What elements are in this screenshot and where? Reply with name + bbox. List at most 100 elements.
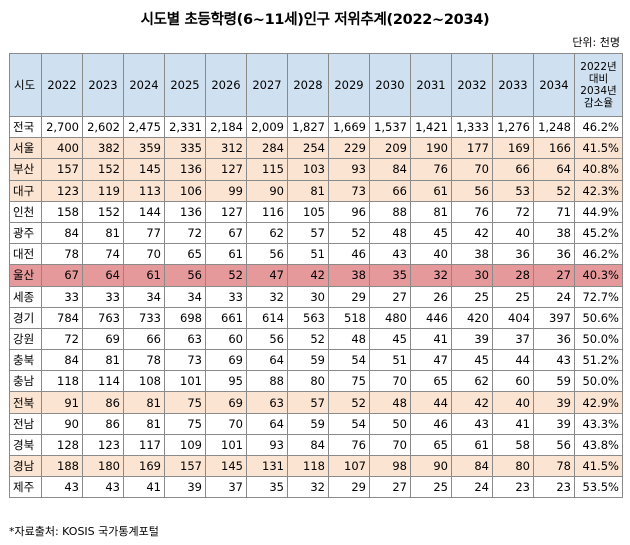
- value-cell: 284: [246, 137, 288, 160]
- value-cell: 81: [123, 391, 165, 414]
- value-cell: 77: [123, 221, 165, 245]
- value-cell: 36: [492, 243, 534, 266]
- value-cell: 76: [410, 158, 452, 181]
- value-cell: 166: [533, 137, 575, 160]
- value-cell: 65: [410, 433, 452, 457]
- value-cell: 69: [205, 349, 247, 372]
- region-cell: 충남: [9, 370, 42, 393]
- value-cell: 152: [82, 158, 124, 181]
- value-cell: 30: [287, 285, 329, 308]
- table-row: 강원 72 69 66 63 60 56 52 48 45 41 39 37 36 50.0%: [9, 327, 623, 351]
- value-cell: 1,276: [492, 115, 534, 139]
- value-cell: 1,669: [328, 115, 370, 139]
- value-cell: 26: [410, 285, 452, 308]
- value-cell: 81: [123, 412, 165, 435]
- value-cell: 59: [287, 412, 329, 435]
- rate-cell: 41.5%: [574, 454, 623, 478]
- header-decrease-line: 대비: [588, 73, 609, 85]
- value-cell: 115: [246, 158, 288, 181]
- table-header-row: 시도 2022 2023 2024 2025 2026 2027 2028 20…: [9, 53, 623, 117]
- rate-cell: 40.8%: [574, 158, 623, 181]
- value-cell: 91: [41, 391, 83, 414]
- rate-cell: 45.2%: [574, 221, 623, 245]
- value-cell: 42: [451, 221, 493, 245]
- value-cell: 39: [451, 327, 493, 351]
- value-cell: 75: [328, 370, 370, 393]
- value-cell: 73: [328, 179, 370, 202]
- value-cell: 76: [451, 200, 493, 223]
- table-row: 전국 2,700 2,602 2,475 2,331 2,184 2,009 1,827 1,6…: [9, 115, 623, 139]
- region-cell: 충북: [9, 349, 42, 372]
- value-cell: 84: [287, 433, 329, 457]
- value-cell: 50: [369, 412, 411, 435]
- value-cell: 61: [205, 243, 247, 266]
- value-cell: 27: [369, 476, 411, 499]
- region-cell: 인천: [9, 200, 42, 223]
- value-cell: 37: [492, 327, 534, 351]
- value-cell: 33: [41, 285, 83, 308]
- value-cell: 27: [369, 285, 411, 308]
- rate-cell: 53.5%: [574, 476, 623, 499]
- table-row: 광주 84 81 77 72 67 62 57 52 48 45 42 40 38 45.2%: [9, 221, 623, 245]
- value-cell: 127: [205, 200, 247, 223]
- value-cell: 57: [287, 221, 329, 245]
- region-cell: 제주: [9, 476, 42, 499]
- rate-cell: 46.2%: [574, 115, 623, 139]
- value-cell: 43: [533, 349, 575, 372]
- value-cell: 37: [205, 476, 247, 499]
- table-row: 인천 158 152 144 136 127 116 105 96 88 81 76 72 71 44.9%: [9, 200, 623, 223]
- value-cell: 66: [492, 158, 534, 181]
- value-cell: 105: [287, 200, 329, 223]
- value-cell: 36: [533, 327, 575, 351]
- header-year: 2027: [246, 53, 288, 117]
- value-cell: 75: [164, 391, 206, 414]
- value-cell: 70: [123, 243, 165, 266]
- value-cell: 420: [451, 306, 493, 329]
- rate-cell: 42.3%: [574, 179, 623, 202]
- rate-cell: 50.0%: [574, 370, 623, 393]
- value-cell: 72: [41, 327, 83, 351]
- value-cell: 84: [369, 158, 411, 181]
- value-cell: 54: [328, 349, 370, 372]
- page-title: 시도별 초등학령(6~11세)인구 저위추계(2022~2034): [140, 12, 490, 28]
- header-year: 2023: [82, 53, 124, 117]
- region-cell: 전국: [9, 115, 42, 139]
- value-cell: 70: [369, 433, 411, 457]
- value-cell: 38: [328, 264, 370, 287]
- value-cell: 56: [533, 433, 575, 457]
- value-cell: 41: [492, 412, 534, 435]
- value-cell: 43: [369, 243, 411, 266]
- value-cell: 103: [287, 158, 329, 181]
- rate-cell: 42.9%: [574, 391, 623, 414]
- source-footnote: *자료출처: KOSIS 국가통계포털: [9, 525, 159, 538]
- value-cell: 1,248: [533, 115, 575, 139]
- value-cell: 63: [246, 391, 288, 414]
- value-cell: 75: [164, 412, 206, 435]
- value-cell: 118: [41, 370, 83, 393]
- value-cell: 188: [41, 454, 83, 478]
- value-cell: 48: [369, 221, 411, 245]
- value-cell: 39: [164, 476, 206, 499]
- value-cell: 23: [533, 476, 575, 499]
- value-cell: 117: [123, 433, 165, 457]
- value-cell: 190: [410, 137, 452, 160]
- region-cell: 경북: [9, 433, 42, 457]
- value-cell: 76: [328, 433, 370, 457]
- value-cell: 96: [328, 200, 370, 223]
- value-cell: 78: [533, 454, 575, 478]
- header-decrease-line: 감소율: [584, 97, 613, 109]
- header-year: 2034: [533, 53, 575, 117]
- value-cell: 52: [533, 179, 575, 202]
- value-cell: 51: [369, 349, 411, 372]
- value-cell: 46: [328, 243, 370, 266]
- value-cell: 93: [246, 433, 288, 457]
- value-cell: 29: [328, 285, 370, 308]
- value-cell: 127: [205, 158, 247, 181]
- value-cell: 106: [164, 179, 206, 202]
- region-cell: 부산: [9, 158, 42, 181]
- value-cell: 48: [328, 327, 370, 351]
- value-cell: 1,827: [287, 115, 329, 139]
- value-cell: 2,331: [164, 115, 206, 139]
- value-cell: 69: [82, 327, 124, 351]
- value-cell: 312: [205, 137, 247, 160]
